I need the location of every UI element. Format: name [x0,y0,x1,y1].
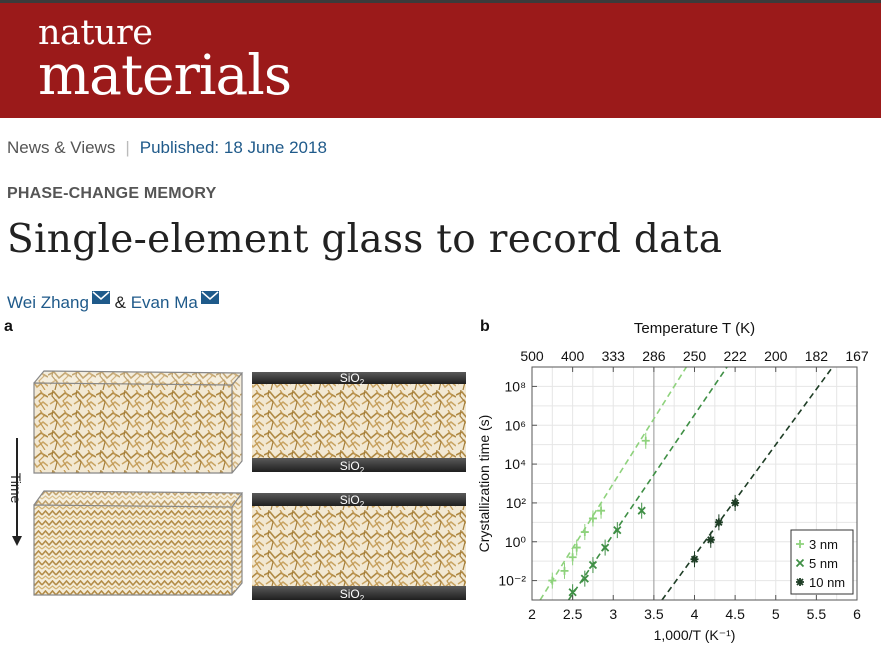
sio2-label: SiO2 [340,493,365,509]
x-tick-label: 2 [528,606,536,622]
data-point-10nm [706,535,715,544]
y-axis-title: Crystallization time (s) [476,415,492,553]
y-tick-label: 10⁴ [504,456,526,472]
y-tick-label: 10⁶ [505,417,526,433]
article-title: Single-element glass to record data [7,217,723,262]
author-link-evan-ma[interactable]: Evan Ma [130,293,198,312]
author-link-wei-zhang[interactable]: Wei Zhang [7,293,89,312]
chart-legend: 3 nm 5 nm 10 nm [790,529,854,595]
fit-lines [539,366,834,601]
data-point-3nm [572,543,581,552]
data-point-5nm [580,574,589,583]
confined-sample-bottom [252,493,466,600]
top-tick-label: 167 [845,348,869,364]
email-icon[interactable] [200,289,219,309]
top-tick-label: 200 [764,348,788,364]
article-meta: News & Views | Published: 18 June 2018 [7,138,327,158]
top-tick-label: 400 [561,348,585,364]
data-points [548,432,740,601]
data-point-5nm [600,543,610,552]
data-point-5nm [637,506,646,515]
panel-b-label: b [480,318,490,335]
crystallization-chart: 2 2.5 3 3.5 4 4.5 5 5.5 6 10⁻² 10⁰ 10² 10⁴ 10⁶ 10⁸ 500 4… [476,320,869,643]
fit-line [539,366,688,601]
author-conjunction: & [114,293,126,312]
data-point-10nm [690,555,699,564]
axis-ticks: 2 2.5 3 3.5 4 4.5 5 5.5 6 10⁻² 10⁰ 10² 10⁴ 10⁶ 10⁸ 500 4… [498,348,869,622]
data-point-3nm [560,566,569,575]
data-point-3nm [568,553,577,562]
top-border [0,0,881,3]
y-tick-label: 10⁸ [505,378,527,394]
data-point-3nm [588,514,597,523]
data-point-3nm [597,506,606,515]
x-tick-label: 4 [691,606,699,622]
legend-label: 3 nm [809,537,838,552]
top-tick-label: 286 [642,348,666,364]
legend-label: 5 nm [809,556,838,571]
x-tick-label: 5 [772,606,780,622]
data-point-10nm [731,498,740,507]
data-point-3nm [641,436,650,445]
panel-a-label: a [4,318,13,335]
x-axis-title: 1,000/T (K⁻¹) [654,627,736,643]
data-point-3nm [580,528,589,537]
x-tick-label: 3 [609,606,617,622]
top-tick-label: 250 [683,348,707,364]
published-date: Published: 18 June 2018 [139,138,327,157]
data-point-3nm [548,576,557,585]
data-point-5nm [795,558,805,568]
journal-banner: nature materials [0,3,881,118]
x-tick-label: 6 [853,606,861,622]
email-icon[interactable] [91,289,110,309]
confined-sample-top [252,372,466,472]
meta-separator: | [125,138,130,157]
fit-line [567,366,728,601]
data-point-5nm [588,560,598,570]
x-tick-label: 3.5 [644,606,664,622]
figure-panel-a: Time SiO2 SiO2 SiO2 SiO2 [8,370,466,603]
sio2-label: SiO2 [340,587,365,603]
top-axis-title: Temperature T (K) [634,320,755,337]
y-tick-label: 10⁰ [505,534,527,550]
journal-logo-line2[interactable]: materials [38,43,292,107]
y-tick-label: 10⁻² [498,573,526,589]
top-tick-label: 182 [805,348,829,364]
article-kicker: PHASE-CHANGE MEMORY [7,185,217,202]
data-point-3nm [796,540,804,548]
fit-line [661,366,834,601]
time-label: Time [8,473,24,504]
data-point-10nm [796,578,804,586]
sio2-label: SiO2 [340,371,365,387]
data-point-10nm [714,518,723,527]
amorphous-box [33,370,244,474]
y-tick-label: 10² [506,495,527,511]
crystalline-box [33,490,244,596]
x-tick-label: 5.5 [807,606,827,622]
section-label[interactable]: News & Views [7,138,116,157]
x-tick-label: 2.5 [563,606,583,622]
data-point-5nm [568,588,577,597]
author-list: Wei Zhang & Evan Ma [7,289,219,313]
time-arrow [12,438,22,546]
legend-label: 10 nm [809,575,845,590]
top-tick-label: 333 [602,348,626,364]
top-tick-label: 222 [723,348,747,364]
top-tick-label: 500 [520,348,544,364]
journal-logo-line1[interactable]: nature [38,13,153,53]
sio2-label: SiO2 [340,459,365,475]
x-tick-label: 4.5 [725,606,745,622]
data-point-5nm [613,525,622,535]
